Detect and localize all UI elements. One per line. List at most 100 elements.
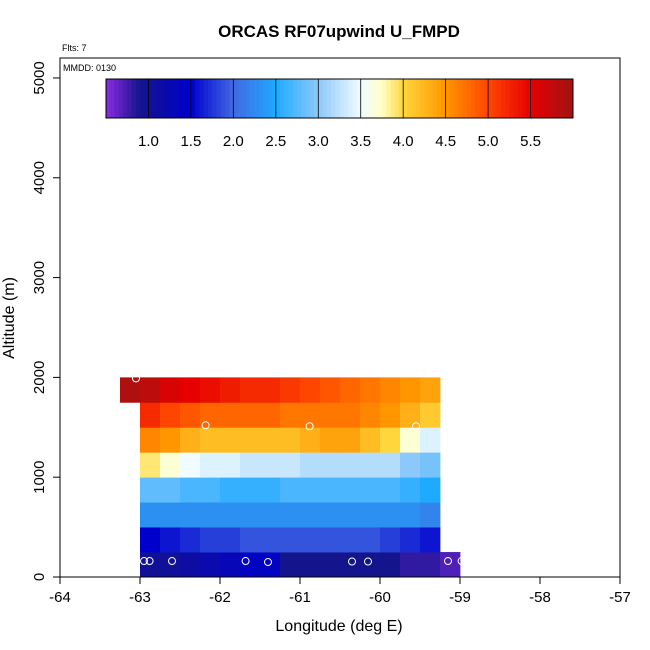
heatmap-cell — [260, 477, 281, 503]
heatmap-cell — [360, 527, 381, 553]
colorbar-segment — [386, 79, 391, 118]
colorbar-tick-label: 2.0 — [223, 133, 244, 150]
colorbar-segment — [522, 79, 527, 118]
chart-title: ORCAS RF07upwind U_FMPD — [218, 22, 460, 41]
heatmap-cell — [240, 527, 261, 553]
colorbar-segment — [216, 79, 222, 118]
sample-point — [412, 422, 420, 431]
heatmap-cell — [320, 427, 341, 453]
colorbar-segment — [411, 79, 417, 118]
colorbar-segment — [551, 79, 557, 118]
sample-point — [364, 557, 372, 566]
heatmap-cell — [380, 552, 401, 578]
colorbar-segment — [360, 79, 366, 118]
colorbar-segment — [543, 79, 549, 118]
heatmap-cell — [360, 402, 381, 428]
colorbar-segment — [530, 79, 536, 118]
colorbar-segment — [488, 79, 493, 118]
heatmap-cell — [320, 402, 341, 428]
colorbar-segment — [246, 79, 251, 118]
sample-point — [444, 557, 452, 566]
heatmap-cell — [360, 477, 381, 503]
heatmap-cell — [320, 527, 341, 553]
heatmap-cell — [160, 452, 181, 478]
colorbar-segment — [131, 79, 137, 118]
heatmap-cell — [300, 552, 321, 578]
colorbar-segment — [449, 79, 455, 118]
colorbar-segment — [466, 79, 472, 118]
colorbar-segment — [556, 79, 561, 118]
y-tick-label: 0 — [31, 573, 48, 581]
heatmap-cell — [280, 452, 301, 478]
x-tick-label: -61 — [289, 589, 311, 606]
heatmap-cell — [140, 402, 161, 428]
colorbar-segment — [144, 79, 149, 118]
colorbar-segment — [271, 79, 277, 118]
heatmap-cell — [200, 377, 221, 403]
sample-point — [305, 422, 314, 431]
heatmap-cell — [380, 527, 401, 553]
colorbar-segment — [114, 79, 120, 118]
heatmap-cell — [260, 502, 281, 528]
colorbar-segment — [364, 79, 370, 118]
axes: -64 -63 -62 -61 -60 -59 -58 -57 0 1000 2000 3000 400… — [31, 57, 631, 606]
colorbar-segment — [169, 79, 175, 118]
heatmap-cell — [200, 477, 221, 503]
heatmap-cell — [320, 552, 341, 578]
heatmap-cell — [340, 452, 361, 478]
colorbar-segment — [500, 79, 506, 118]
heatmap-cell — [240, 502, 261, 528]
colorbar-segment — [301, 79, 307, 118]
heatmap-cell — [400, 527, 421, 553]
colorbar-segment — [263, 79, 268, 118]
colorbar-segment — [229, 79, 234, 118]
heatmap-cell — [260, 452, 281, 478]
heatmap-cell — [320, 377, 341, 403]
colorbar-segment — [212, 79, 217, 118]
y-tick-label: 2000 — [31, 361, 48, 394]
heatmap-cell — [420, 452, 441, 478]
heatmap-cell — [220, 502, 241, 528]
x-tick-label: -62 — [209, 589, 231, 606]
sample-point — [132, 374, 140, 383]
colorbar-segment — [343, 79, 349, 118]
colorbar-segment — [339, 79, 345, 118]
heatmap-cell — [200, 427, 221, 453]
colorbar-segment — [233, 79, 239, 118]
heatmap-cell — [240, 402, 261, 428]
heatmap-cell — [220, 427, 241, 453]
heatmap-cell — [420, 377, 441, 403]
colorbar-segment — [292, 79, 298, 118]
heatmap-cell — [340, 502, 361, 528]
colorbar-segment — [539, 79, 544, 118]
heatmap-cell — [300, 377, 321, 403]
colorbar-segment — [195, 79, 200, 118]
colorbar-segment — [326, 79, 332, 118]
heatmap-cell — [280, 552, 301, 578]
heatmap-cell — [180, 452, 201, 478]
colorbar-segment — [352, 79, 357, 118]
colorbar-segment — [454, 79, 459, 118]
heatmap-cell — [280, 402, 301, 428]
heatmap-cell — [140, 477, 161, 503]
colorbar-segment — [547, 79, 553, 118]
heatmap-cells — [120, 377, 461, 578]
colorbar: 1.0 1.5 2.0 2.5 3.0 3.5 4.0 4.5 5.0 5.5 — [105, 78, 574, 150]
heatmap-cell — [400, 502, 421, 528]
heatmap-cell — [200, 452, 221, 478]
heatmap-cell — [400, 377, 421, 403]
colorbar-segment — [309, 79, 315, 118]
colorbar-segment — [280, 79, 285, 118]
heatmap-cell — [160, 377, 181, 403]
heatmap-cell — [360, 502, 381, 528]
heatmap-cell — [420, 552, 441, 578]
heatmap-cell — [280, 527, 301, 553]
heatmap-cell — [300, 502, 321, 528]
heatmap-cell — [260, 427, 281, 453]
heatmap-cell — [300, 427, 321, 453]
heatmap-cell — [380, 452, 401, 478]
colorbar-segment — [369, 79, 374, 118]
colorbar-segment — [314, 79, 319, 118]
colorbar-segment — [381, 79, 387, 118]
colorbar-tick-label: 3.5 — [350, 133, 371, 150]
